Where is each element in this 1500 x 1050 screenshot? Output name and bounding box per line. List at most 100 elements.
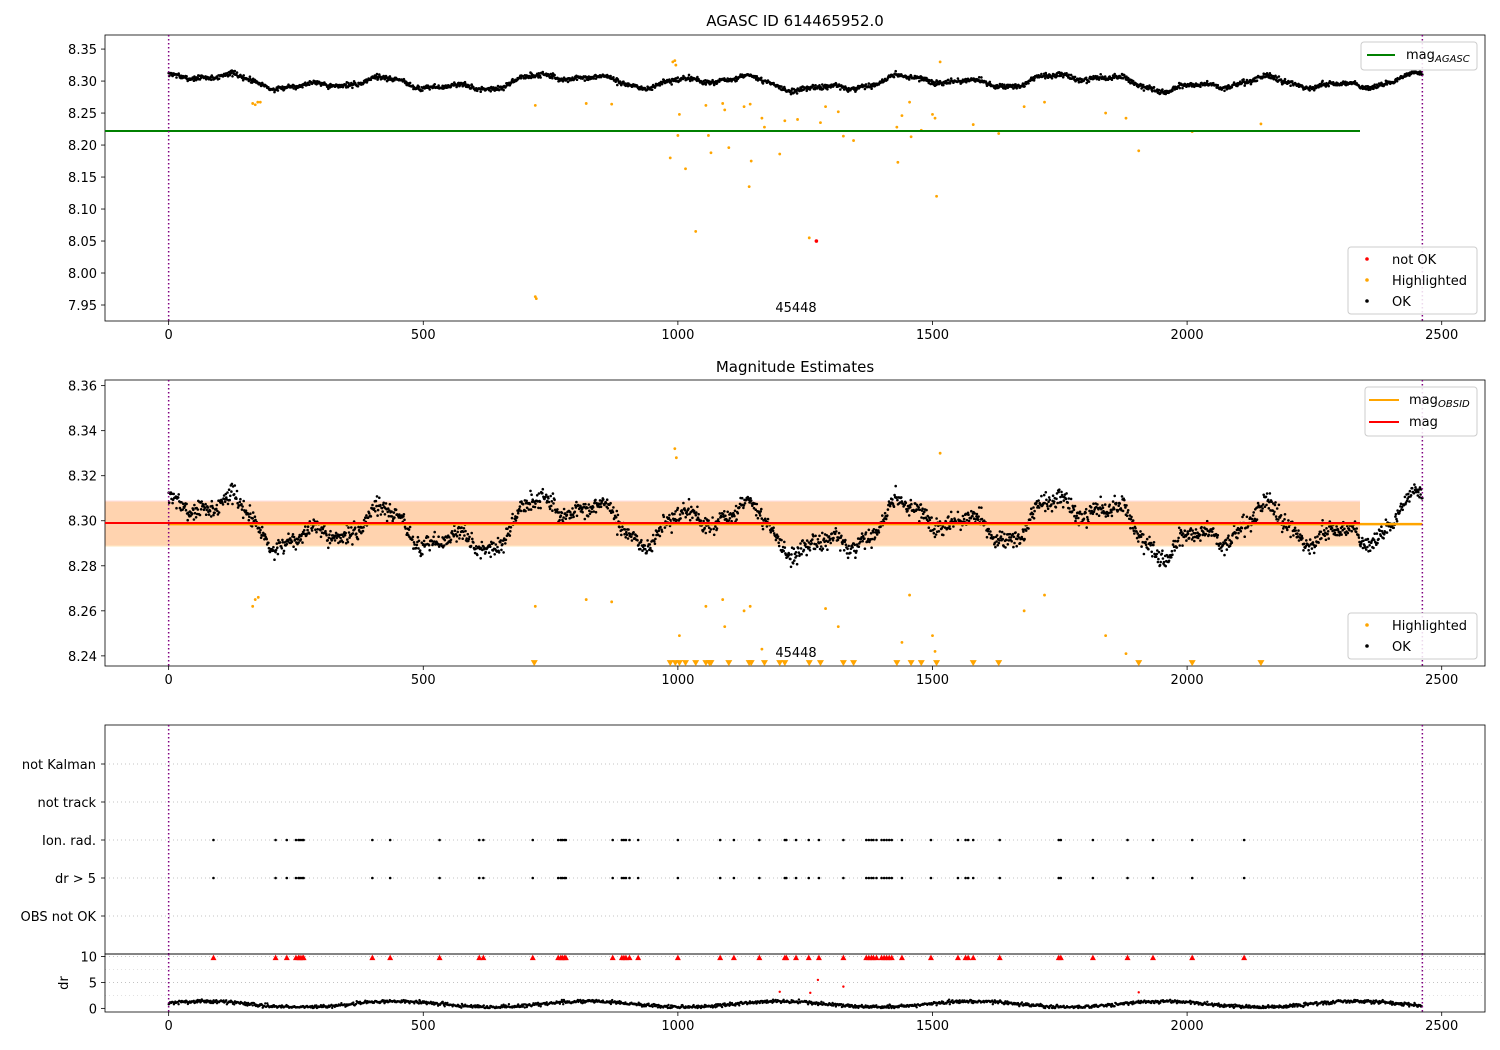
ok-point (684, 515, 687, 519)
ok-point (606, 507, 610, 510)
ok-point (1040, 72, 1043, 76)
ok-point (371, 503, 374, 507)
ok-point (1040, 494, 1043, 498)
ok-point (211, 506, 215, 510)
ok-point (742, 506, 745, 510)
legend-label: mag (1409, 393, 1438, 408)
ok-point (1067, 497, 1071, 500)
flag-point (620, 838, 624, 842)
ok-point (181, 508, 184, 511)
ok-point (1224, 538, 1228, 542)
ok-point (1113, 72, 1116, 76)
ok-point (474, 545, 478, 548)
ok-point (1056, 501, 1059, 505)
agasc-panel-title: AGASC ID 614465952.0 (706, 12, 884, 30)
ok-point (1194, 528, 1198, 531)
flag-point (438, 876, 441, 880)
ok-point (403, 518, 406, 522)
ok-point (171, 501, 174, 505)
ok-point (673, 512, 676, 516)
ok-point (669, 518, 672, 522)
flag-point (531, 838, 535, 842)
ok-point (230, 482, 234, 486)
ok-point (1327, 537, 1330, 540)
ok-point (1268, 492, 1272, 495)
ok-point (193, 503, 196, 507)
flag-point (636, 876, 640, 880)
ok-point (265, 537, 269, 541)
ok-point (575, 78, 579, 81)
ok-point (863, 537, 866, 540)
ok-point (1159, 560, 1162, 564)
flag-point (285, 876, 289, 880)
ok-point (449, 538, 453, 542)
y-tick-label: 8.10 (68, 203, 97, 218)
ok-point (225, 496, 228, 499)
ok-point (550, 500, 554, 503)
highlighted-below-marker (816, 660, 824, 667)
ok-point (726, 510, 729, 514)
obsid-annotation: 45448 (775, 301, 816, 316)
ok-point (903, 503, 906, 507)
ok-point (386, 507, 390, 510)
ok-point (1116, 509, 1120, 512)
ok-point (378, 496, 381, 500)
ok-point (1282, 525, 1286, 528)
ok-point (1368, 88, 1372, 91)
ok-point (662, 515, 666, 519)
ok-point (350, 526, 353, 529)
ok-point (1058, 71, 1061, 74)
ok-point (849, 547, 853, 551)
highlighted-below-marker (917, 660, 925, 667)
ok-point (248, 515, 251, 519)
ok-point (479, 90, 483, 93)
highlighted-point (933, 116, 937, 120)
highlighted-point (723, 625, 727, 628)
ok-point (221, 503, 225, 506)
ok-point (541, 491, 544, 495)
ok-point (653, 540, 656, 543)
ok-point (226, 502, 230, 506)
ok-point (1092, 510, 1096, 513)
dr-point (251, 1004, 254, 1007)
ok-point (1297, 529, 1300, 532)
flag-point (302, 876, 305, 880)
ok-point (800, 552, 803, 556)
ok-point (556, 508, 559, 511)
ok-point (707, 519, 710, 522)
highlighted-below-marker (995, 660, 1003, 667)
ok-point (971, 514, 974, 518)
ok-point (378, 73, 381, 76)
ok-point (1376, 541, 1379, 545)
ok-point (704, 83, 708, 86)
ok-point (674, 510, 677, 513)
ok-point (247, 518, 251, 522)
ok-point (1302, 542, 1306, 546)
y-tick-label: 8.05 (68, 235, 97, 250)
ok-point (676, 76, 680, 79)
ok-point (1082, 517, 1086, 521)
ok-point (553, 498, 556, 502)
ok-point (1104, 515, 1108, 518)
ok-point (1131, 79, 1135, 83)
ok-point (244, 509, 248, 512)
ok-point (277, 538, 280, 542)
ok-point (282, 552, 285, 555)
ok-point (1155, 552, 1159, 556)
highlighted-point (931, 112, 934, 116)
ok-point (193, 511, 197, 515)
legend-label: OK (1392, 640, 1411, 655)
ok-point (846, 556, 850, 560)
highlighted-point (256, 595, 260, 599)
flag-point (676, 838, 680, 842)
ok-point (1300, 534, 1304, 538)
ok-point (207, 513, 211, 516)
ok-point (384, 502, 388, 505)
highlighted-below-marker (530, 660, 538, 667)
ok-point (1275, 507, 1279, 510)
ok-point (977, 515, 980, 518)
ok-point (687, 507, 690, 511)
ok-point (1181, 544, 1184, 547)
ok-point (1200, 525, 1203, 529)
ok-point (297, 535, 301, 539)
